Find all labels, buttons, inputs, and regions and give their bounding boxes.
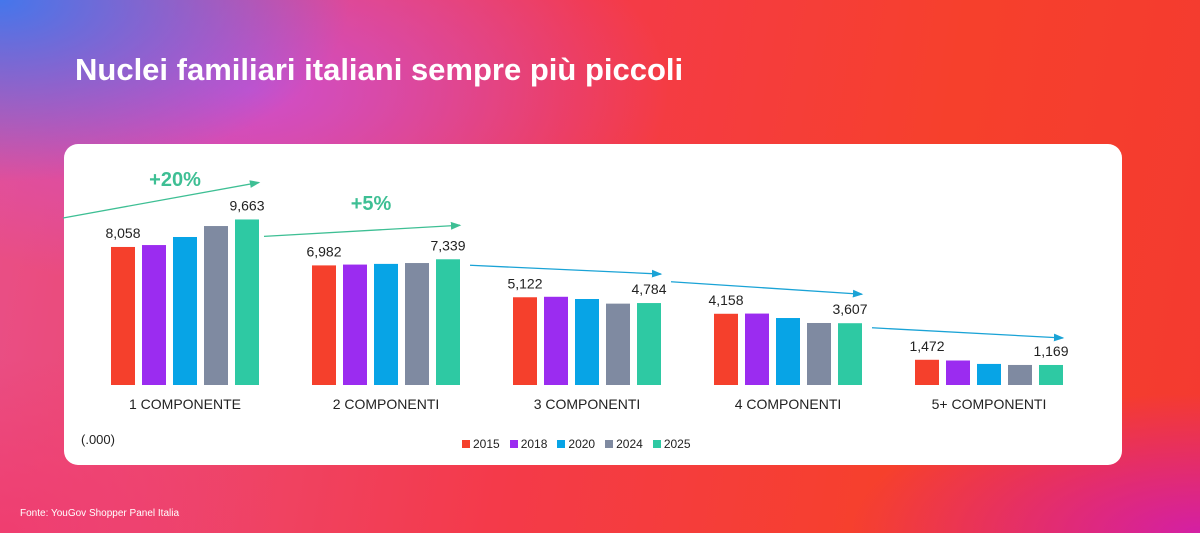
trend-down-arrow-icon <box>469 264 663 278</box>
legend-item-2020: 2020 <box>557 437 595 451</box>
bar-2015-1 <box>111 246 135 385</box>
bar-2020-4 <box>776 318 800 385</box>
bar-2015-3 <box>513 297 537 385</box>
bar-2020-2 <box>374 263 398 385</box>
legend-swatch <box>652 440 661 448</box>
category-label: 1 COMPONENTE <box>129 396 241 412</box>
change-annotation: +5% <box>351 193 392 215</box>
category-label: 3 COMPONENTI <box>534 396 641 412</box>
bar-2020-3 <box>575 299 599 385</box>
legend-item-2015: 2015 <box>462 437 500 451</box>
bar-2015-5 <box>915 359 939 385</box>
data-label: 9,663 <box>229 197 264 213</box>
bar-2018-2 <box>343 264 367 385</box>
bar-2025-2 <box>436 259 460 385</box>
trend-down-arrow-icon <box>670 281 864 298</box>
bar-2025-4 <box>838 323 862 385</box>
bar-2015-4 <box>714 313 738 385</box>
source-note: Fonte: YouGov Shopper Panel Italia <box>20 508 180 519</box>
bar-2024-1 <box>204 226 228 385</box>
data-label: 5,122 <box>507 275 542 291</box>
legend: 2015 2018 2020 2024 2025 <box>462 437 691 451</box>
bar-2020-5 <box>977 363 1001 385</box>
category-label: 5+ COMPONENTI <box>932 396 1047 412</box>
legend-swatch <box>557 440 566 448</box>
bar-2024-3 <box>606 303 630 385</box>
legend-item-2024: 2024 <box>605 437 643 451</box>
trend-down-arrow-icon <box>871 327 1065 342</box>
data-label: 6,982 <box>306 243 341 259</box>
data-label: 1,472 <box>909 338 944 354</box>
bar-2025-1 <box>235 219 259 385</box>
category-label: 4 COMPONENTI <box>735 396 842 412</box>
bar-2015-2 <box>312 265 336 385</box>
bar-2025-3 <box>637 303 661 385</box>
bar-2018-5 <box>946 360 970 385</box>
bar-2024-4 <box>807 322 831 385</box>
bar-2020-1 <box>173 236 197 385</box>
bar-2025-5 <box>1039 364 1063 385</box>
data-label: 3,607 <box>832 301 867 317</box>
bar-2018-4 <box>745 313 769 385</box>
legend-swatch <box>509 440 518 448</box>
bar-2024-2 <box>405 263 429 385</box>
bar-2018-1 <box>142 245 166 385</box>
bar-2024-5 <box>1008 364 1032 385</box>
trend-up-arrow-icon <box>62 180 261 219</box>
legend-label: 2018 <box>520 437 548 451</box>
change-annotation: +20% <box>149 169 201 191</box>
bar-2018-3 <box>544 296 568 385</box>
data-label: 7,339 <box>430 237 465 253</box>
legend-item-2018: 2018 <box>509 437 548 451</box>
legend-label: 2025 <box>663 437 691 451</box>
legend-item-2025: 2025 <box>652 437 691 451</box>
trend-up-arrow-icon <box>263 221 462 238</box>
legend-swatch <box>462 440 470 448</box>
unit-note: (.000) <box>81 432 115 447</box>
category-label: 2 COMPONENTI <box>333 396 440 412</box>
data-label: 8,058 <box>105 225 140 241</box>
data-label: 4,158 <box>708 292 743 308</box>
legend-label: 2024 <box>616 437 643 451</box>
data-label: 4,784 <box>631 281 666 297</box>
data-label: 1,169 <box>1033 343 1068 359</box>
legend-label: 2020 <box>568 437 596 451</box>
legend-label: 2015 <box>473 437 500 451</box>
legend-swatch <box>605 440 614 448</box>
page-title: Nuclei familiari italiani sempre più pic… <box>75 52 684 87</box>
